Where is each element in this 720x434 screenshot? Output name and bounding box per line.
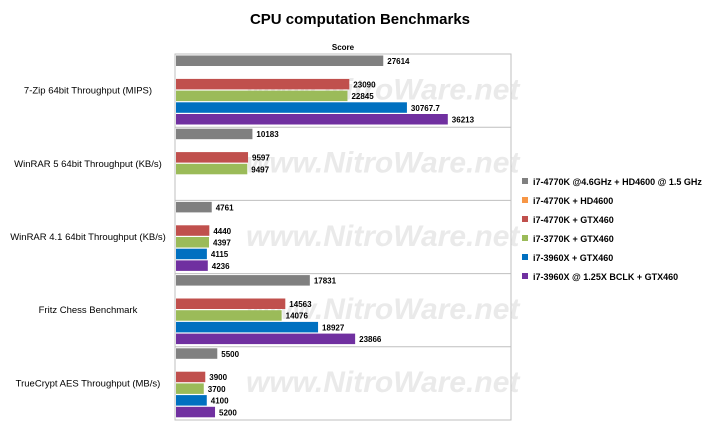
watermark-text: www.NitroWare.net — [246, 366, 521, 399]
bar — [176, 152, 249, 163]
bar — [176, 260, 208, 271]
data-label: 30767.7 — [411, 104, 440, 113]
category-label: Fritz Chess Benchmark — [39, 305, 138, 316]
legend-swatch — [522, 254, 528, 260]
data-label: 27614 — [387, 57, 410, 66]
bar — [176, 114, 448, 125]
data-label: 5500 — [221, 350, 239, 359]
bar — [176, 248, 207, 260]
bar — [176, 163, 248, 175]
watermark-text: www.NitroWare.net — [246, 147, 521, 180]
data-label: 14563 — [289, 300, 312, 309]
x-axis-title: Score — [332, 43, 355, 52]
bar — [176, 406, 216, 418]
bar — [176, 333, 356, 345]
bars-layer: 27614 23090 22845 30767.7 36213 10183 9597 9497… — [176, 55, 475, 418]
legend-swatch — [522, 235, 528, 241]
category-separators — [175, 126, 511, 348]
data-label: 3900 — [209, 373, 227, 382]
chart-title: CPU computation Benchmarks — [250, 11, 470, 28]
data-label: 22845 — [351, 92, 374, 101]
bar — [176, 102, 407, 113]
bar — [176, 55, 384, 66]
data-label: 14076 — [286, 312, 309, 321]
legend-label: i7-4770K @4.6GHz + HD4600 @ 1.5 GHz — [533, 177, 702, 187]
watermark-text: www.NitroWare.net — [246, 293, 521, 326]
data-label: 9597 — [252, 154, 270, 163]
bar — [176, 310, 282, 321]
legend-swatch — [522, 178, 528, 184]
bar — [176, 383, 204, 394]
watermark: www.NitroWare.net www.NitroWare.net www.Ni… — [246, 73, 521, 399]
bar — [176, 298, 286, 309]
data-label: 5200 — [219, 408, 237, 417]
legend-swatch — [522, 197, 528, 203]
bar — [176, 78, 350, 90]
bar — [176, 237, 210, 248]
plot-area — [174, 53, 512, 421]
data-label: 4100 — [211, 397, 229, 406]
legend-swatch — [522, 216, 528, 222]
watermark-text: www.NitroWare.net — [246, 73, 521, 106]
data-label: 10183 — [256, 130, 279, 139]
bar — [176, 348, 218, 359]
category-label: 7-Zip 64bit Throughput (MIPS) — [24, 86, 152, 97]
bar — [176, 128, 253, 140]
category-label: WinRAR 4.1 64bit Throughput (KB/s) — [10, 232, 166, 243]
bar — [176, 395, 207, 406]
category-labels: 7-Zip 64bit Throughput (MIPS) WinRAR 5 64… — [10, 86, 166, 390]
data-label: 23866 — [359, 335, 382, 344]
bar — [176, 90, 348, 102]
legend-label: i7-3770K + GTX460 — [533, 234, 614, 244]
data-label: 9497 — [251, 165, 269, 174]
data-label: 4440 — [213, 227, 231, 236]
category-label: WinRAR 5 64bit Throughput (KB/s) — [14, 159, 162, 170]
data-label: 4236 — [212, 262, 230, 271]
legend-swatch — [522, 273, 528, 279]
data-label: 4115 — [211, 250, 229, 259]
watermark-text: www.NitroWare.net — [246, 220, 521, 253]
data-label: 23090 — [353, 80, 376, 89]
bar — [176, 371, 206, 383]
bar — [176, 275, 310, 286]
legend: i7-4770K @4.6GHz + HD4600 @ 1.5 GHz i7-47… — [522, 177, 702, 282]
legend-label: i7-3960X + GTX460 — [533, 253, 613, 263]
legend-label: i7-4770K + GTX460 — [533, 215, 614, 225]
data-label: 17831 — [314, 277, 337, 286]
data-label: 18927 — [322, 323, 345, 332]
legend-label: i7-3960X @ 1.25X BCLK + GTX460 — [533, 272, 678, 282]
data-label: 3700 — [208, 385, 226, 394]
bar — [176, 201, 212, 213]
data-label: 36213 — [452, 116, 475, 125]
legend-label: i7-4770K + HD4600 — [533, 196, 613, 206]
bar — [176, 225, 210, 236]
bar — [176, 321, 319, 333]
data-label: 4397 — [213, 239, 231, 248]
data-label: 4761 — [216, 203, 234, 212]
category-label: TrueCrypt AES Throughput (MB/s) — [16, 378, 161, 389]
